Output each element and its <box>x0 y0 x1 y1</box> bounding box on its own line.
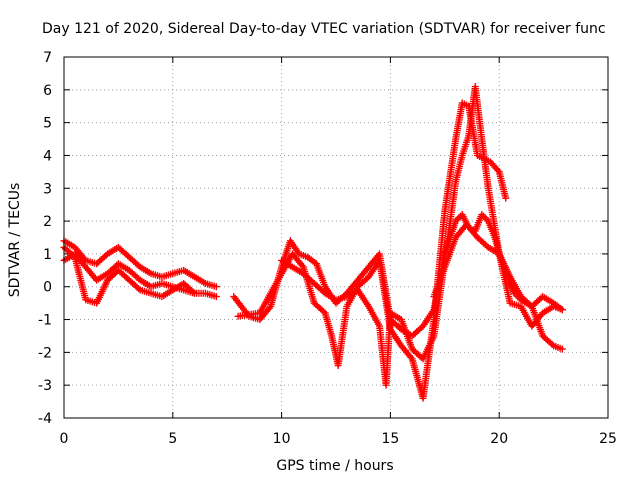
y-tick-label: 6 <box>43 83 52 99</box>
data-point <box>189 288 197 296</box>
y-tick-label: 4 <box>43 148 52 164</box>
axis-ticks: 0 5 10 15 20 25 -4 -3 -2 -1 0 1 2 3 4 5 6 7 <box>38 50 617 447</box>
x-tick-label: 10 <box>273 431 291 447</box>
x-tick-label: 0 <box>60 431 69 447</box>
series-track-6 <box>278 83 566 389</box>
y-tick-label: -2 <box>38 345 52 361</box>
plot-frame <box>63 56 609 419</box>
data-point <box>212 293 220 301</box>
data-point <box>135 285 143 293</box>
x-tick-label: 15 <box>381 431 399 447</box>
y-tick-label: 5 <box>43 116 52 132</box>
x-tick-label: 25 <box>599 431 617 447</box>
x-tick-label: 20 <box>490 431 508 447</box>
data-points <box>60 83 566 402</box>
x-tick-label: 5 <box>168 431 177 447</box>
data-point <box>502 194 510 202</box>
y-tick-label: 7 <box>43 50 52 66</box>
data-point <box>548 340 556 348</box>
y-tick-label: -3 <box>38 378 52 394</box>
y-tick-label: 3 <box>43 181 52 197</box>
data-point <box>558 345 566 353</box>
data-point <box>212 283 220 291</box>
y-tick-label: -1 <box>38 313 52 329</box>
data-point <box>558 306 566 314</box>
chart-title: Day 121 of 2020, Sidereal Day-to-day VTE… <box>42 21 606 37</box>
y-tick-label: 0 <box>43 280 52 296</box>
series-track-1 <box>60 237 220 291</box>
y-axis-label: SDTVAR / TECUs <box>7 183 23 298</box>
series-track-3 <box>60 243 199 307</box>
data-point <box>69 252 77 260</box>
x-axis-label: GPS time / hours <box>276 458 393 474</box>
y-tick-label: -4 <box>38 411 52 427</box>
series-track-7 <box>430 220 566 314</box>
data-point <box>191 289 199 297</box>
y-tick-label: 1 <box>43 247 52 263</box>
y-tick-label: 2 <box>43 214 52 230</box>
